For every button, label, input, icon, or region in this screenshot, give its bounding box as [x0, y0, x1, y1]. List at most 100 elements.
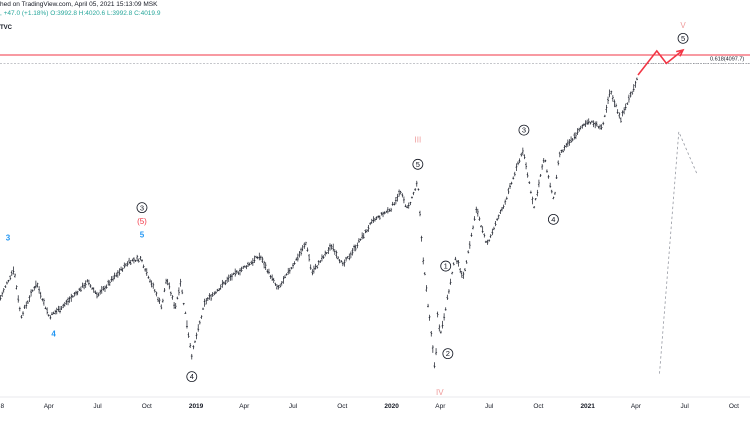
price-bar	[300, 247, 303, 256]
price-bar	[211, 292, 214, 297]
price-bar	[124, 263, 127, 267]
price-bar	[75, 290, 78, 296]
price-bar	[261, 256, 264, 263]
price-bar	[173, 301, 176, 309]
price-bar	[227, 274, 230, 282]
price-bar	[428, 314, 431, 321]
price-bar	[87, 279, 90, 286]
price-bar	[81, 282, 84, 288]
x-tick-label: Jul	[93, 403, 102, 410]
price-bar	[177, 287, 180, 296]
price-bar	[423, 272, 426, 276]
price-bar	[406, 205, 409, 209]
price-bar	[303, 242, 306, 249]
price-bar	[547, 174, 550, 179]
x-tick-label: 2019	[189, 403, 204, 410]
price-bar	[33, 285, 36, 291]
price-bar	[388, 208, 391, 212]
price-bar	[245, 265, 248, 270]
price-bar	[160, 304, 163, 310]
price-bar	[292, 262, 295, 269]
wave-label-circled: 5	[412, 158, 424, 170]
price-bar	[629, 91, 632, 98]
price-bar	[589, 121, 592, 125]
price-bar	[284, 274, 286, 279]
price-change: , +47.0 (+1.18%)	[0, 10, 49, 17]
price-bar	[489, 234, 492, 239]
price-bar	[187, 332, 190, 338]
price-bar	[144, 268, 147, 272]
price-bar	[435, 348, 438, 356]
wave-circle-number: 3	[522, 126, 526, 135]
wave-label: V	[680, 21, 686, 30]
price-bar	[129, 259, 132, 266]
price-bar	[353, 244, 356, 252]
time-axis[interactable]: 8 Apr Jul Oct 2019 Apr Jul Oct 2020 Apr Jul Oct 2021…	[1, 403, 740, 410]
price-bar	[18, 306, 21, 312]
price-bar	[222, 281, 225, 285]
wave-label-circled: 4	[547, 213, 559, 225]
price-bar	[9, 275, 12, 281]
wave-circle	[442, 348, 454, 360]
x-tick-label: Jul	[289, 403, 298, 410]
price-bar	[542, 158, 545, 163]
price-bar	[208, 293, 211, 300]
price-bar	[459, 268, 462, 274]
price-bar	[499, 209, 502, 215]
publish-info: hed on TradingView.com, April 05, 2021 1…	[0, 1, 158, 8]
wave-label: (5)	[137, 217, 147, 226]
price-bar	[356, 242, 359, 249]
price-bar	[480, 225, 483, 228]
price-bar	[517, 161, 520, 166]
price-bar	[558, 151, 561, 158]
wave-label-circled: 4	[186, 371, 198, 383]
wave-label: 4	[51, 330, 56, 339]
price-bar	[574, 132, 577, 140]
price-bar	[571, 138, 574, 142]
price-bar	[255, 255, 258, 259]
price-bar	[221, 279, 224, 288]
price-bar	[42, 298, 45, 306]
price-bar	[431, 345, 434, 353]
price-bar	[476, 208, 479, 217]
price-bar	[346, 256, 349, 259]
price-bar	[375, 216, 378, 221]
price-bar	[275, 284, 278, 290]
wave-label-circled: 3	[136, 202, 148, 214]
price-bar	[213, 291, 216, 296]
price-bar	[250, 260, 253, 265]
price-bar	[457, 260, 460, 267]
price-bar	[290, 266, 293, 270]
price-bar	[407, 202, 410, 209]
price-bar	[189, 342, 192, 348]
price-bar	[627, 94, 630, 103]
horizontal-levels: 0.618(4097.7)	[0, 54, 750, 64]
price-bar	[55, 307, 58, 315]
wave-circle-number: 3	[140, 203, 144, 212]
price-bar	[34, 280, 37, 289]
price-bar	[94, 290, 97, 294]
price-bar	[311, 269, 314, 276]
price-bar	[214, 290, 217, 295]
price-bar	[425, 285, 428, 292]
price-bar	[324, 250, 327, 257]
price-bar	[523, 154, 526, 160]
price-bar	[446, 294, 449, 300]
price-bar	[264, 262, 267, 271]
price-bar	[153, 288, 156, 293]
price-bar	[320, 254, 323, 262]
price-bar	[41, 298, 44, 302]
price-bar	[107, 279, 110, 286]
price-bar	[536, 189, 539, 197]
x-tick-label: Apr	[44, 403, 55, 410]
price-bar	[39, 291, 42, 299]
price-bar	[89, 284, 92, 288]
price-bar	[338, 259, 341, 264]
price-bar	[134, 259, 137, 262]
price-bar	[484, 240, 487, 243]
price-bar	[521, 147, 524, 155]
price-bar	[226, 276, 229, 283]
price-bar	[497, 214, 500, 220]
price-bar	[374, 217, 376, 222]
